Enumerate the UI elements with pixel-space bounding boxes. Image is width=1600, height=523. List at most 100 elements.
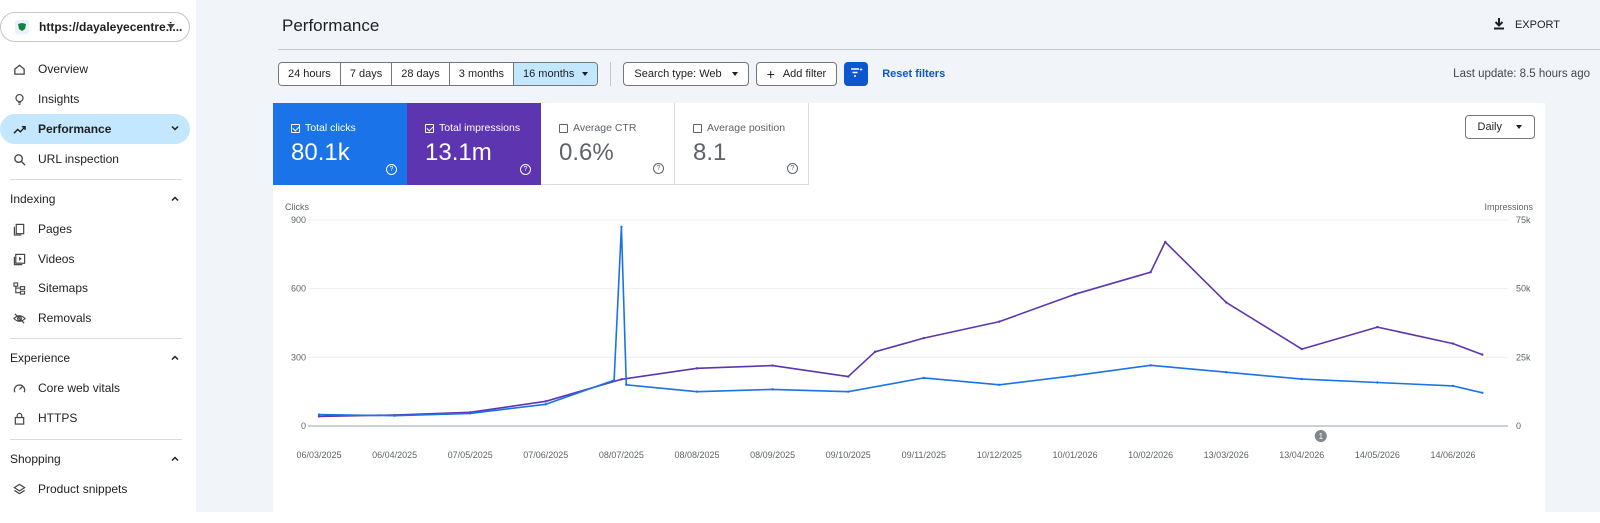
- sidebar-item-label: Insights: [38, 92, 80, 106]
- performance-chart: Clicks Impressions 900 75k 600 50k 300 25k 0 0 06/…: [285, 202, 1534, 460]
- section-shopping[interactable]: Shopping: [0, 445, 190, 473]
- range-24-hours[interactable]: 24 hours: [279, 63, 341, 85]
- x-tick-label: 06/04/2025: [372, 450, 417, 460]
- page-title: Performance: [282, 16, 380, 35]
- sidebar-item-videos[interactable]: Videos: [0, 244, 190, 274]
- date-range-selector: 24 hours 7 days 28 days 3 months 16 mont…: [278, 62, 599, 86]
- help-icon[interactable]: ?: [520, 164, 531, 175]
- sidebar-item-sitemaps[interactable]: Sitemaps: [0, 273, 190, 303]
- section-title: Indexing: [10, 192, 56, 206]
- top-bar: Performance EXPORT: [196, 0, 1600, 49]
- filter-divider: [610, 62, 612, 86]
- add-filter-label: Add filter: [782, 68, 827, 80]
- x-tick-label: 06/03/2025: [296, 450, 341, 460]
- data-point-clicks: [625, 383, 628, 386]
- checkbox-checked-icon[interactable]: [291, 123, 300, 133]
- checkbox-unchecked-icon[interactable]: [693, 123, 702, 133]
- metric-value: 8.1: [693, 139, 727, 166]
- sidebar: https://dayaleyecentre.i... Overview Ins…: [0, 0, 196, 512]
- sidebar-item-removals[interactable]: Removals: [0, 303, 190, 333]
- pages-icon: [12, 222, 26, 236]
- sidebar-item-core-web-vitals[interactable]: Core web vitals: [0, 373, 190, 403]
- data-point-clicks: [922, 376, 925, 380]
- range-7-days[interactable]: 7 days: [340, 63, 393, 85]
- x-tick-label: 07/06/2025: [523, 450, 568, 460]
- x-tick-label: 13/04/2026: [1279, 450, 1324, 460]
- chevron-up-icon: [170, 352, 180, 366]
- data-point-impressions: [695, 367, 699, 370]
- series-line-impressions: [318, 241, 1483, 418]
- search-icon: [12, 152, 26, 166]
- lightbulb-icon: [12, 92, 26, 106]
- y-right-tick-label: 50k: [1516, 284, 1531, 294]
- sidebar-item-label: Sitemaps: [38, 281, 89, 295]
- x-tick-label: 10/12/2025: [977, 450, 1022, 460]
- sidebar-item-https[interactable]: HTTPS: [0, 403, 190, 433]
- range-28-days[interactable]: 28 days: [392, 63, 450, 85]
- sidebar-item-label: Videos: [38, 252, 75, 266]
- trending-up-icon: [12, 122, 26, 136]
- metric-total-impressions[interactable]: Total impressions 13.1m ?: [407, 103, 541, 185]
- help-icon[interactable]: ?: [787, 163, 798, 174]
- checkbox-checked-icon[interactable]: [425, 123, 434, 133]
- video-icon: [12, 252, 26, 266]
- header-divider: [278, 49, 1600, 50]
- data-point-clicks: [620, 225, 623, 229]
- section-indexing[interactable]: Indexing: [0, 185, 190, 213]
- x-tick-label: 07/05/2025: [448, 450, 493, 460]
- range-16-months[interactable]: 16 months: [514, 63, 598, 85]
- chevron-up-icon: [170, 193, 180, 207]
- help-icon[interactable]: ?: [653, 163, 664, 174]
- property-selector[interactable]: https://dayaleyecentre.i...: [0, 12, 190, 42]
- chevron-up-icon: [170, 453, 180, 467]
- help-icon[interactable]: ?: [386, 164, 397, 175]
- sidebar-item-overview[interactable]: Overview: [0, 54, 190, 84]
- export-label: EXPORT: [1514, 19, 1560, 31]
- main-content: Performance EXPORT 24 hours 7 days 28 da…: [196, 0, 1600, 523]
- reset-filters-link[interactable]: Reset filters: [882, 68, 946, 80]
- chart-card: Total clicks 80.1k ? Total impressions 1…: [273, 103, 1545, 523]
- data-point-impressions: [620, 378, 623, 381]
- data-point-impressions: [922, 336, 925, 340]
- sidebar-item-url-inspection[interactable]: URL inspection: [0, 144, 190, 174]
- chevron-down-icon: [170, 122, 180, 136]
- sidebar-item-pages[interactable]: Pages: [0, 214, 190, 244]
- export-button[interactable]: EXPORT: [1493, 17, 1560, 33]
- sidebar-item-performance[interactable]: Performance: [0, 114, 190, 144]
- sidebar-divider: [10, 338, 182, 339]
- metric-label-row: Total impressions: [425, 122, 520, 134]
- sitemap-icon: [12, 281, 26, 295]
- granularity-dropdown[interactable]: Daily: [1464, 115, 1535, 139]
- sidebar-item-label: HTTPS: [38, 411, 78, 425]
- metric-average-ctr[interactable]: Average CTR 0.6% ?: [541, 103, 675, 185]
- sidebar-item-product-snippets[interactable]: Product snippets: [0, 474, 190, 504]
- x-tick-label: 08/09/2025: [750, 450, 795, 460]
- range-label: 24 hours: [288, 68, 331, 80]
- checkbox-unchecked-icon[interactable]: [559, 123, 568, 133]
- data-point-clicks: [998, 383, 1001, 386]
- sidebar-item-insights[interactable]: Insights: [0, 84, 190, 114]
- search-type-dropdown[interactable]: Search type: Web: [623, 62, 749, 86]
- x-tick-label: 13/03/2026: [1204, 450, 1249, 460]
- data-point-impressions: [1376, 325, 1379, 329]
- x-tick-label: 09/10/2025: [826, 450, 871, 460]
- metric-total-clicks[interactable]: Total clicks 80.1k ?: [273, 103, 407, 185]
- range-3-months[interactable]: 3 months: [449, 63, 515, 85]
- data-point-clicks: [1300, 377, 1304, 381]
- data-point-impressions: [1300, 347, 1304, 351]
- x-tick-label: 09/11/2025: [902, 450, 946, 460]
- metric-label-row: Average CTR: [559, 122, 636, 134]
- data-point-impressions: [1481, 353, 1484, 356]
- compare-filter-button[interactable]: [844, 62, 869, 86]
- x-tick-label: 14/06/2026: [1430, 450, 1475, 460]
- y-right-tick-label: 75k: [1516, 215, 1531, 225]
- sidebar-item-label: Pages: [38, 222, 73, 236]
- y-left-tick-label: 900: [291, 215, 306, 225]
- sidebar-item-label: Overview: [38, 62, 89, 76]
- data-point-clicks: [469, 412, 472, 415]
- metric-average-position[interactable]: Average position 8.1 ?: [675, 103, 809, 185]
- data-point-clicks: [1225, 371, 1228, 374]
- section-experience[interactable]: Experience: [0, 344, 190, 372]
- section-title: Experience: [10, 351, 71, 365]
- add-filter-button[interactable]: + Add filter: [755, 62, 838, 86]
